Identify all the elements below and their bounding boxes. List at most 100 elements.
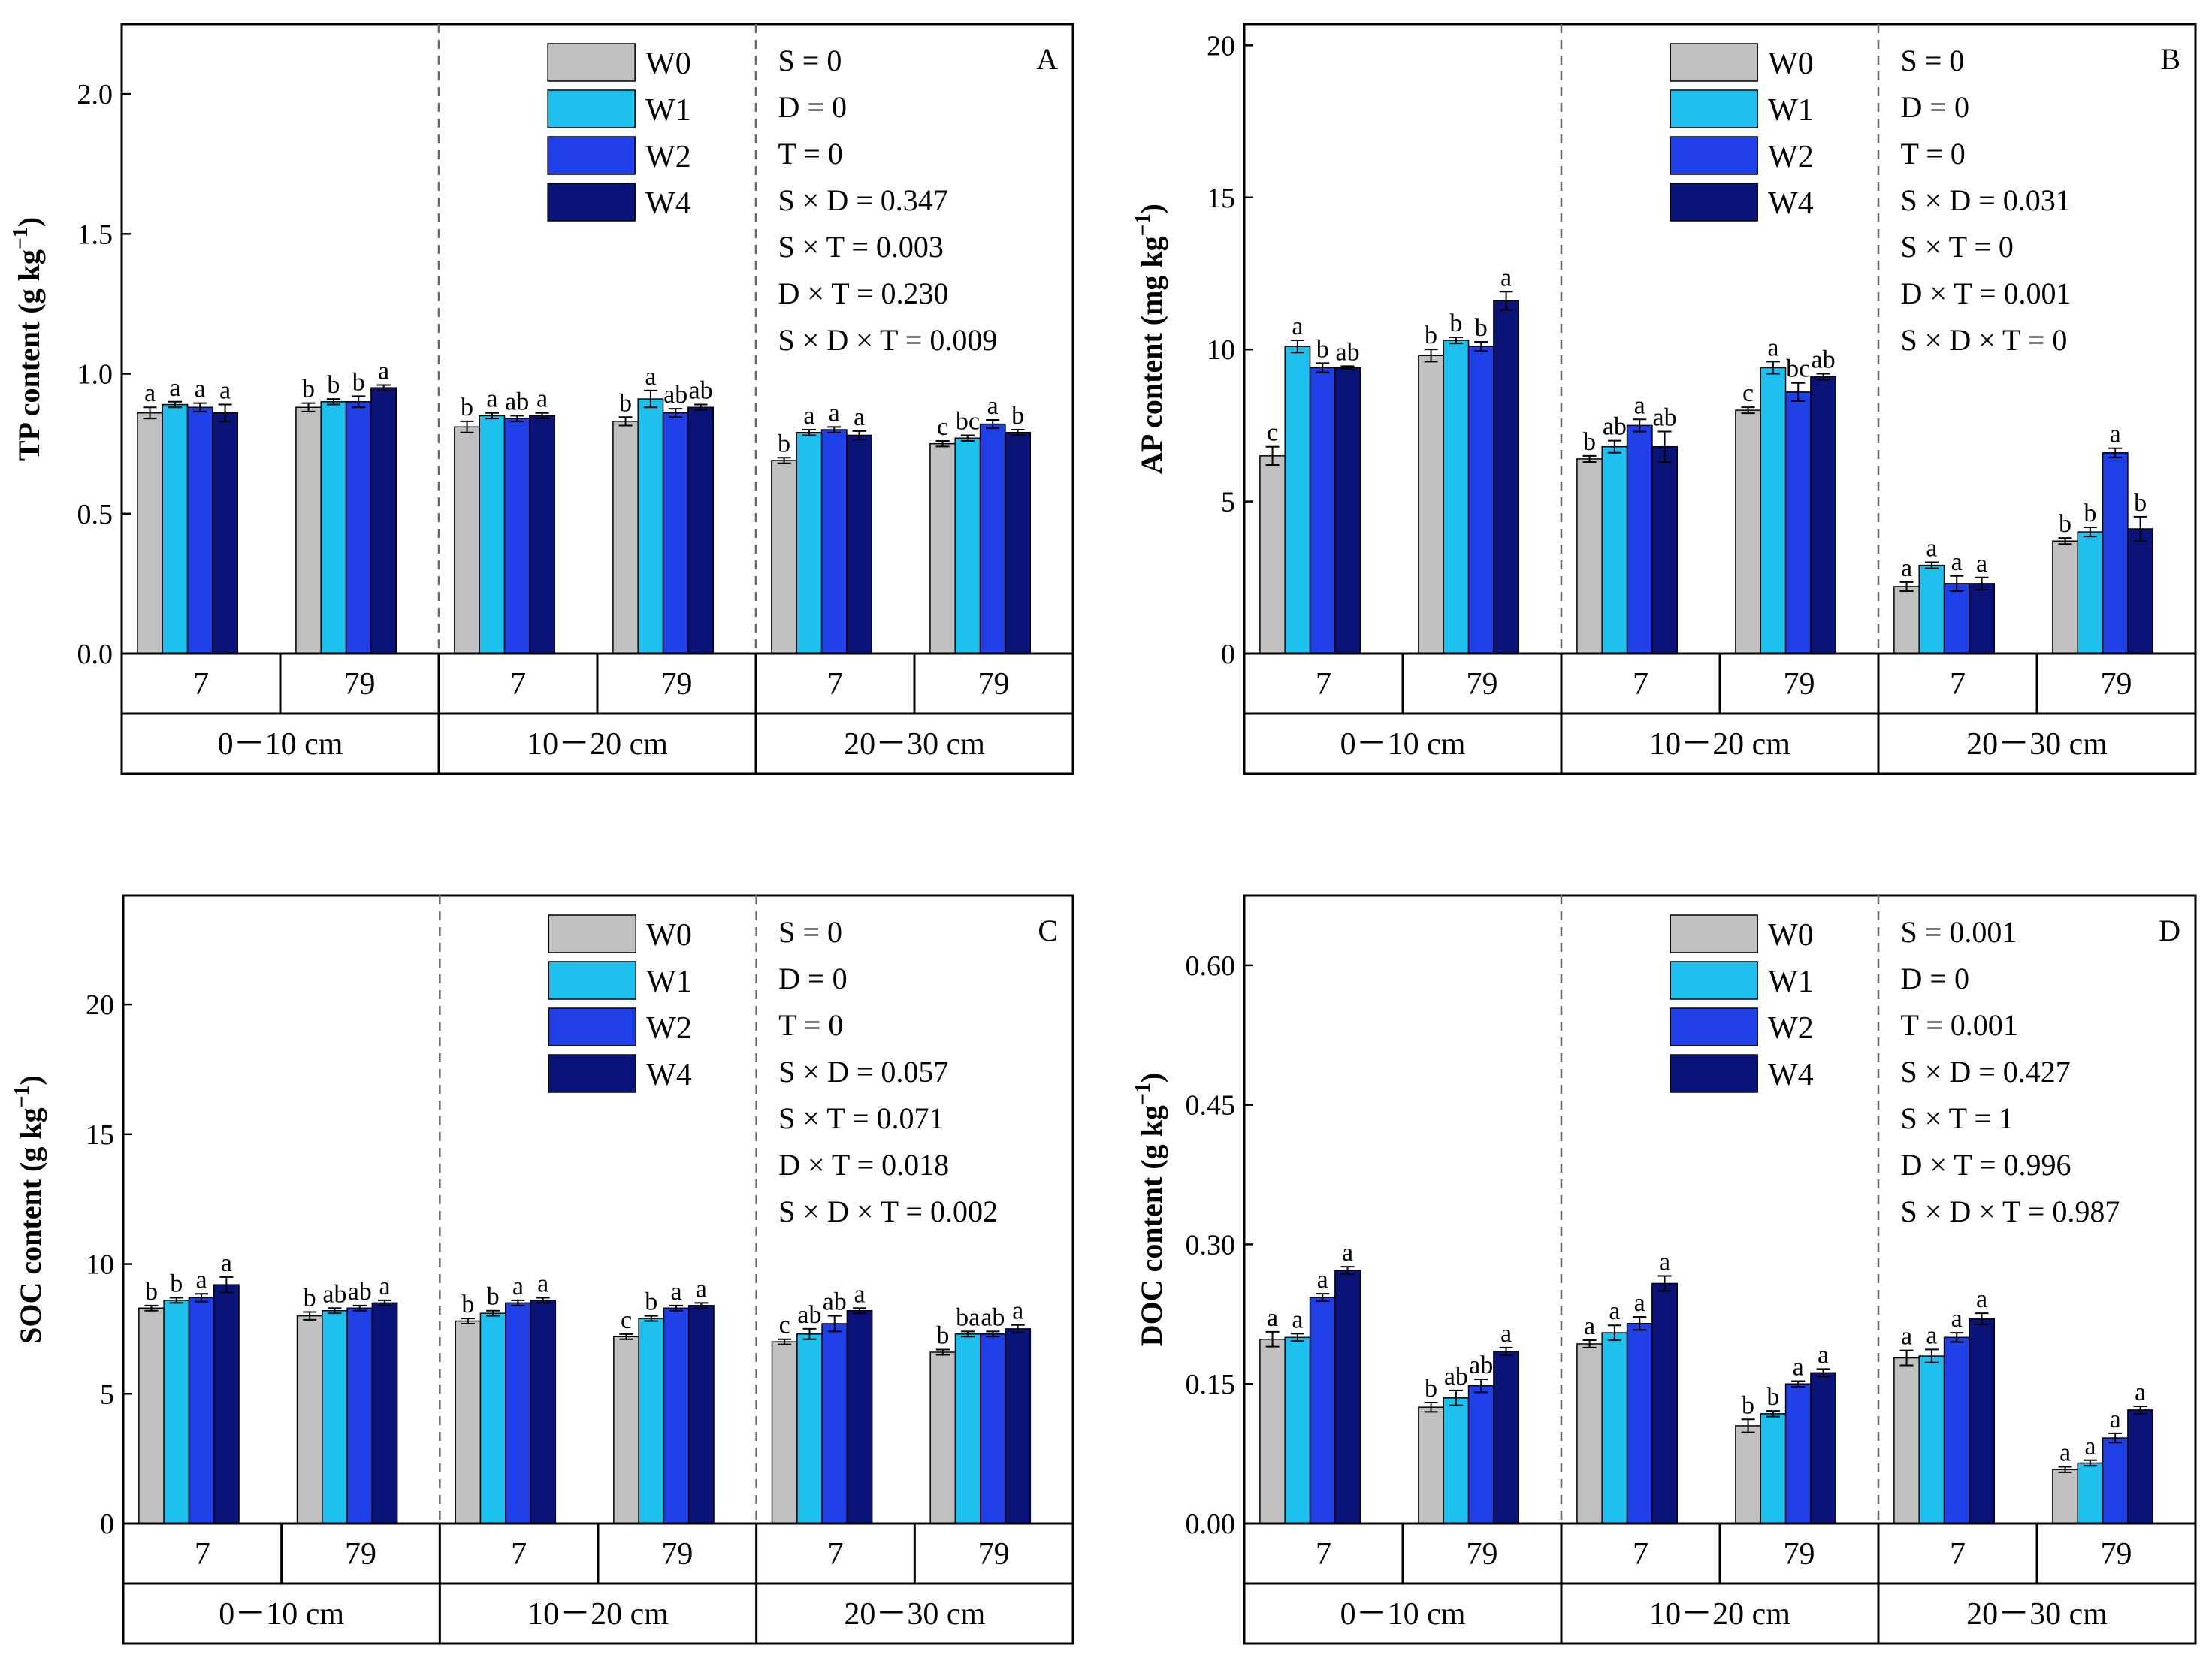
bar-w0 <box>2052 1469 2078 1524</box>
y-tick-label: 0.15 <box>1186 1369 1236 1400</box>
y-tick-label: 5 <box>1221 487 1235 518</box>
y-axis-label-main: AP content (mg kg <box>1135 236 1168 474</box>
stat-line: S × D = 0.427 <box>1901 1055 2071 1089</box>
significance-letter: ab <box>348 1278 372 1306</box>
stat-line: S = 0 <box>1901 44 1965 77</box>
significance-letter: a <box>803 402 814 430</box>
significance-letter: c <box>779 1312 790 1339</box>
bar-w1 <box>1284 1336 1311 1524</box>
legend-swatch-w4 <box>548 1054 637 1093</box>
day-label: 79 <box>2101 667 2132 702</box>
significance-letter: ab <box>322 1280 346 1308</box>
significance-letter: b <box>2059 510 2071 538</box>
significance-letter: a <box>1926 1321 1937 1349</box>
stat-line: T = 0 <box>778 1008 843 1042</box>
significance-letter: b <box>778 430 790 458</box>
day-label: 79 <box>1467 1537 1498 1572</box>
bar-w4 <box>1651 445 1678 654</box>
stat-line: S × D = 0.057 <box>778 1055 948 1089</box>
bar-w1 <box>2077 1462 2104 1524</box>
bar-w4 <box>370 387 397 654</box>
significance-letter: a <box>2110 1406 2121 1433</box>
significance-letter: a <box>1292 313 1303 340</box>
y-axis-label-close: ) <box>1135 1073 1168 1083</box>
bar-w0 <box>1735 409 1761 654</box>
bar-w4 <box>1810 1372 1836 1524</box>
depth-label: 10－20 cm <box>527 1597 669 1632</box>
stat-line: S = 0 <box>778 915 842 949</box>
bar-w2 <box>1626 1322 1653 1524</box>
legend-swatch-w4 <box>1670 183 1758 222</box>
bar-w4 <box>1493 300 1519 654</box>
significance-letter: b <box>352 368 365 396</box>
y-tick-label: 15 <box>86 1119 114 1151</box>
legend-label: W0 <box>1768 918 1814 953</box>
day-label: 79 <box>2101 1537 2132 1572</box>
significance-letter: ab <box>1653 403 1677 431</box>
y-tick-label: 1.0 <box>77 359 113 391</box>
depth-label: 0－10 cm <box>218 727 343 762</box>
significance-letter: b <box>1449 310 1462 337</box>
bar-w2 <box>1309 367 1336 654</box>
significance-letter: ab <box>1444 1363 1468 1391</box>
bar-w1 <box>954 437 981 654</box>
legend-label: W4 <box>1768 186 1814 221</box>
significance-letter: a <box>2135 1379 2146 1406</box>
bar-w1 <box>637 398 664 654</box>
stat-line: D × T = 0.996 <box>1901 1148 2071 1182</box>
day-label: 7 <box>827 667 843 702</box>
significance-letter: a <box>671 1278 682 1306</box>
significance-letter: b <box>327 371 340 399</box>
bar-w1 <box>796 432 823 654</box>
day-label: 79 <box>345 1537 376 1572</box>
significance-letter: a <box>1951 548 1963 576</box>
significance-letter: b <box>936 1322 949 1350</box>
stat-line: S × D × T = 0.002 <box>778 1194 998 1228</box>
legend-label: W0 <box>646 918 692 953</box>
y-axis-label-main: TP content (g kg <box>12 249 46 461</box>
bar-w2 <box>1467 346 1494 654</box>
depth-label: 10－20 cm <box>1649 1597 1790 1632</box>
bar-w1 <box>1760 367 1787 654</box>
bar-w0 <box>296 1315 323 1524</box>
day-label: 7 <box>1316 667 1331 702</box>
significance-letter: a <box>696 1275 707 1303</box>
bar-w0 <box>771 460 797 654</box>
significance-letter: a <box>1500 1320 1512 1348</box>
day-label: 79 <box>661 667 693 702</box>
stat-line: D × T = 0.230 <box>778 276 949 310</box>
day-label: 7 <box>510 667 526 702</box>
significance-letter: a <box>1976 1285 1987 1313</box>
bar-w0 <box>1418 1406 1444 1524</box>
y-tick-label: 2.0 <box>77 79 113 110</box>
significance-letter: c <box>621 1306 632 1334</box>
significance-letter: b <box>1425 322 1437 349</box>
legend-label: W4 <box>1768 1058 1814 1092</box>
y-tick-label: 20 <box>1207 30 1235 62</box>
bar-w2 <box>1784 391 1812 654</box>
bar-w0 <box>929 442 956 654</box>
significance-letter: a <box>1659 1249 1670 1276</box>
bar-w2 <box>2102 452 2129 654</box>
significance-letter: a <box>645 363 656 391</box>
bar-w1 <box>1601 1332 1628 1524</box>
bar-w1 <box>162 403 189 654</box>
bar-w4 <box>1651 1282 1678 1524</box>
bar-w2 <box>1784 1383 1812 1524</box>
bar-w4 <box>1334 1270 1361 1524</box>
day-label: 7 <box>1633 667 1648 702</box>
y-tick-label: 15 <box>1207 183 1235 214</box>
significance-letter: ab <box>797 1301 821 1329</box>
y-tick-label: 10 <box>1207 334 1235 366</box>
significance-letter: a <box>1584 1312 1595 1340</box>
bar-w2 <box>188 1297 215 1524</box>
bar-w1 <box>1443 340 1470 654</box>
depth-label: 0－10 cm <box>1340 727 1466 762</box>
legend-label: W2 <box>1768 140 1814 174</box>
significance-letter: b <box>461 394 473 421</box>
significance-letter: a <box>1634 1289 1645 1317</box>
significance-letter: a <box>2084 1433 2096 1460</box>
y-axis-label-main: DOC content (g kg <box>1135 1105 1168 1346</box>
bar-w4 <box>846 434 872 654</box>
